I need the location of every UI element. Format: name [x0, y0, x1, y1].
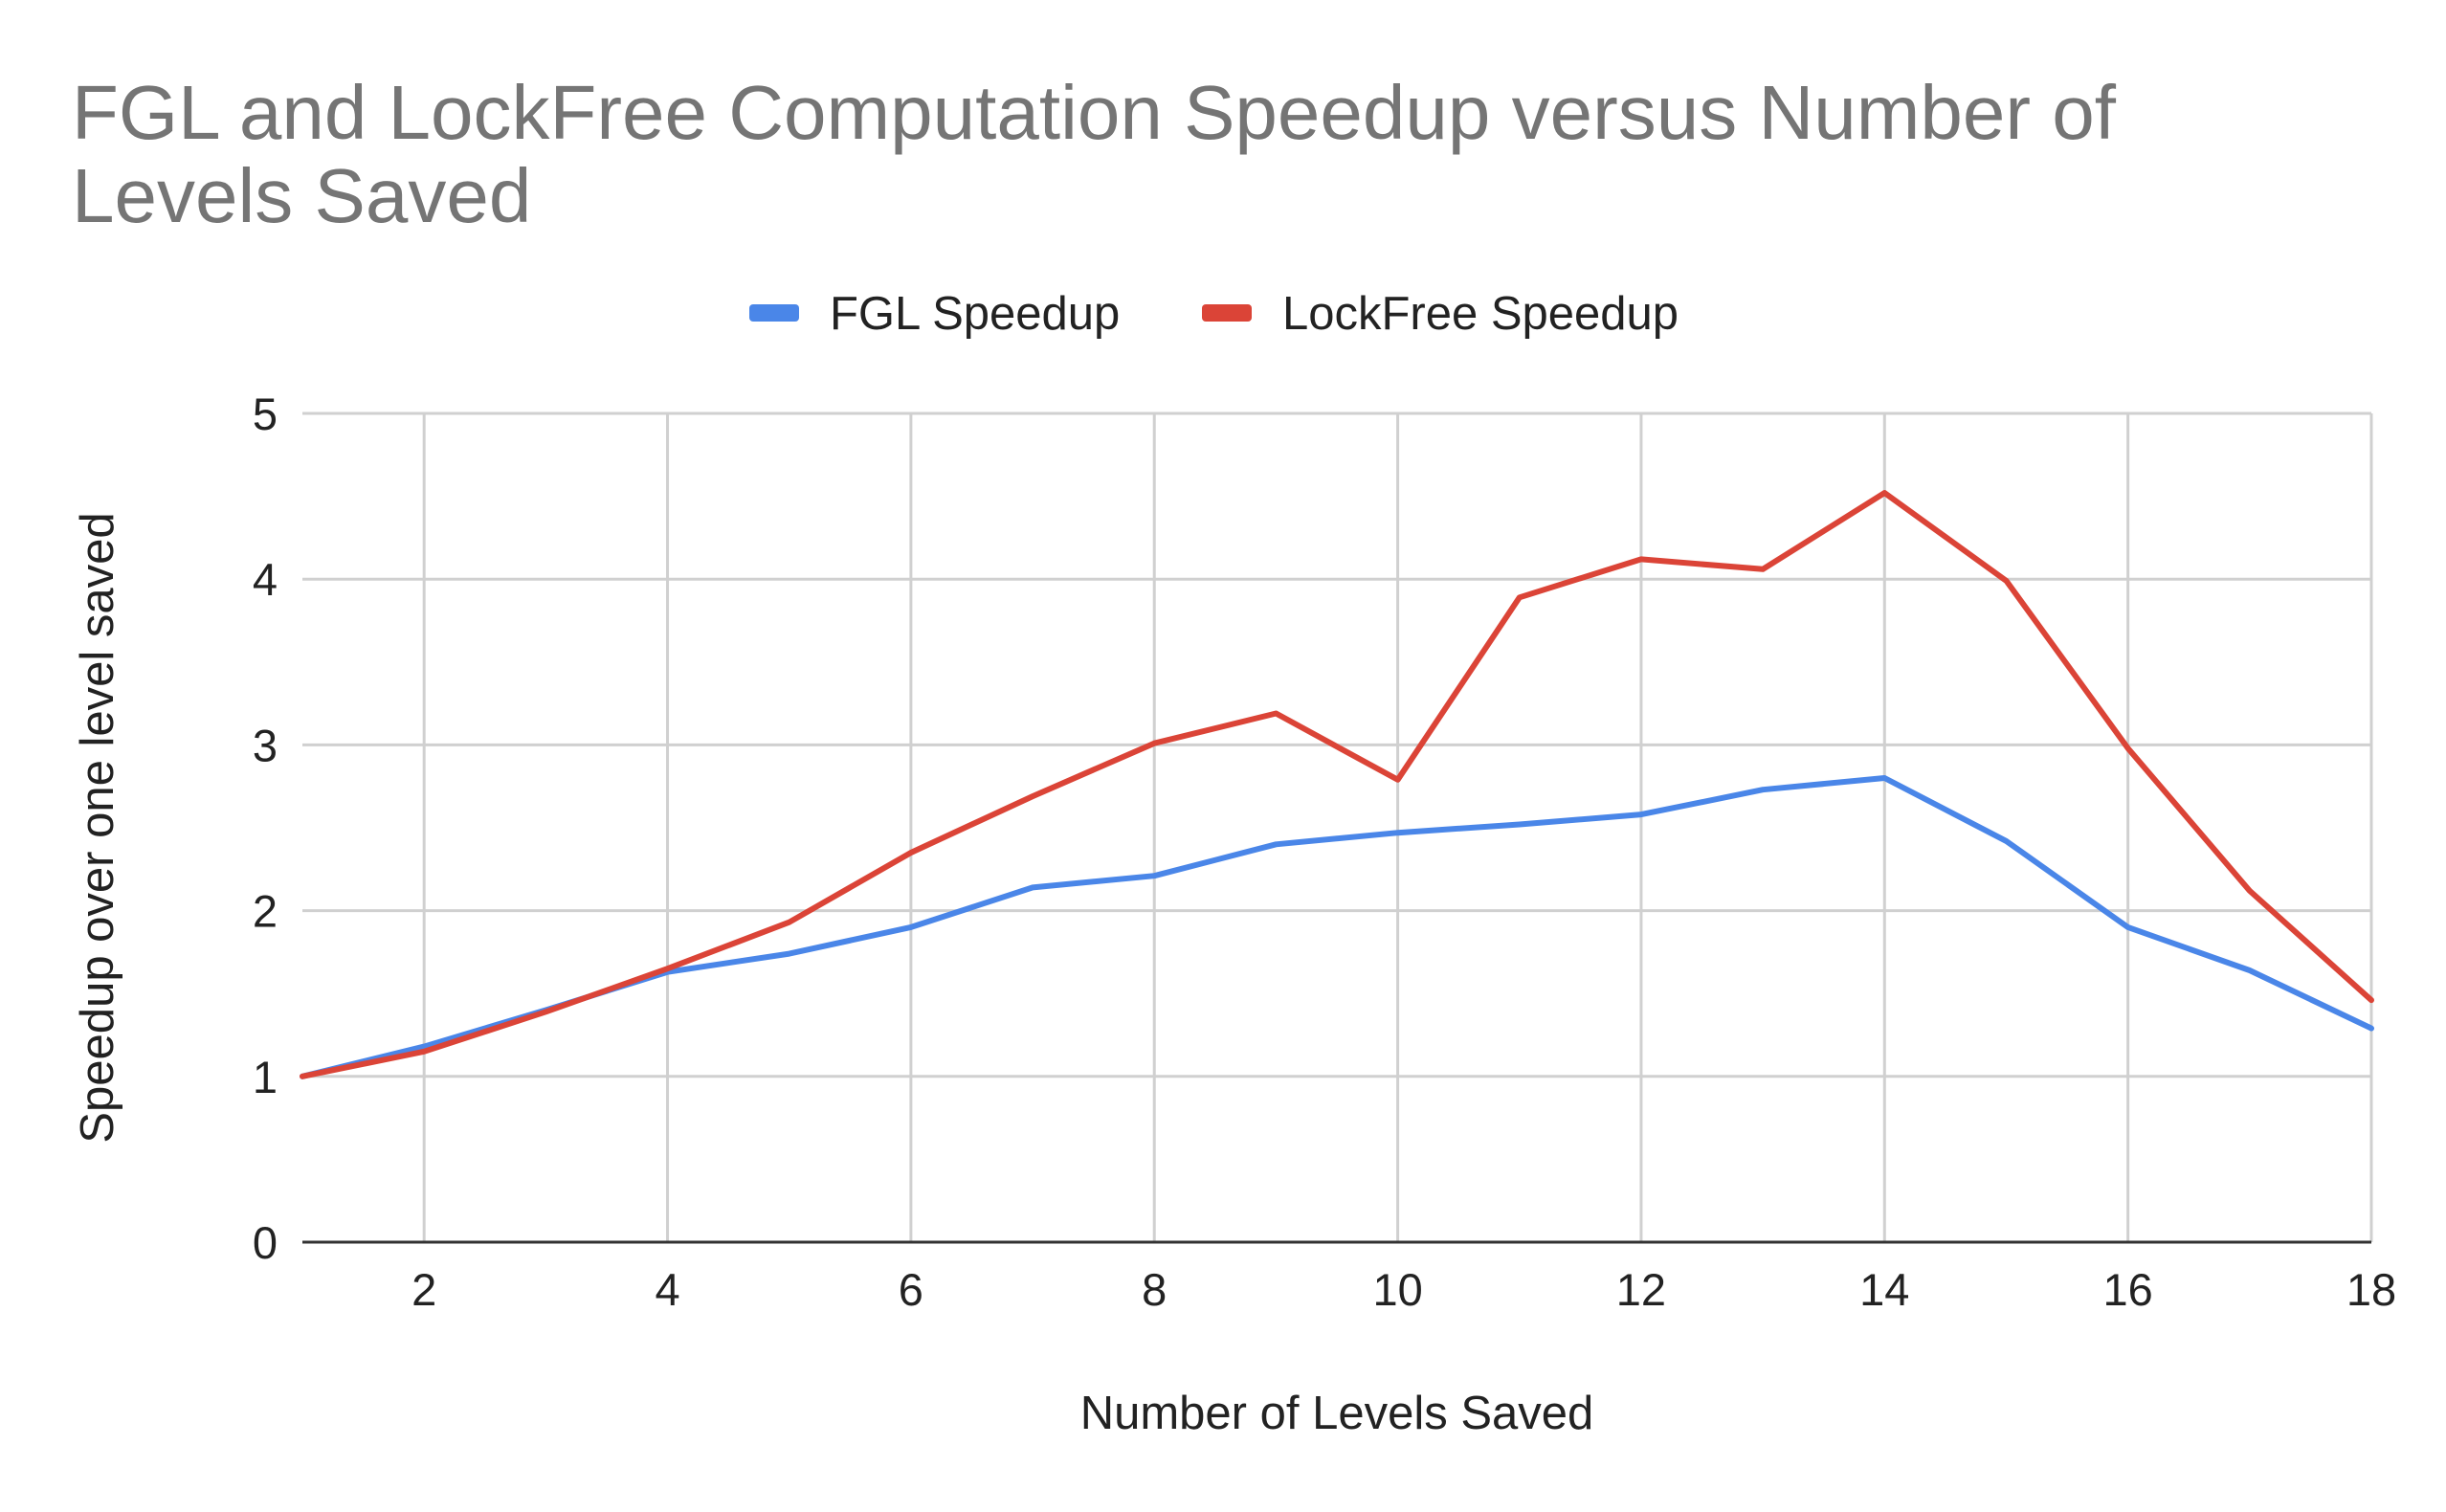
x-tick-label-14: 14	[1859, 1264, 1909, 1315]
series-line-lockfree-speedup	[300, 490, 2374, 1079]
legend-label-lockfree-speedup: LockFree Speedup	[1282, 288, 1679, 340]
y-tick-label-3: 3	[253, 720, 278, 770]
y-tick-label-1: 1	[253, 1052, 278, 1102]
y-tick-label-4: 4	[253, 554, 278, 605]
x-tick-label-8: 8	[1142, 1264, 1167, 1315]
series-line-fgl-speedup	[300, 775, 2374, 1079]
chart-title-line-1: FGL and LockFree Computation Speedup ver…	[72, 70, 2117, 155]
y-axis-ticks: 0 1 2 3 4 5	[253, 389, 278, 1268]
x-axis-ticks: 2 4 6 8 10 12 14 16 18	[411, 1264, 2396, 1315]
x-tick-label-6: 6	[899, 1264, 923, 1315]
legend-item-fgl-speedup: FGL Speedup	[749, 288, 1120, 340]
x-tick-label-2: 2	[411, 1264, 436, 1315]
y-tick-label-0: 0	[253, 1217, 278, 1268]
x-tick-label-16: 16	[2103, 1264, 2153, 1315]
chart-title-line-2: Levels Saved	[72, 153, 531, 238]
chart-title: FGL and LockFree Computation Speedup ver…	[72, 70, 2117, 238]
x-tick-label-4: 4	[655, 1264, 679, 1315]
x-tick-label-10: 10	[1372, 1264, 1422, 1315]
gridlines	[302, 411, 2373, 1242]
y-tick-label-2: 2	[253, 886, 278, 937]
series-lines	[300, 490, 2374, 1079]
legend-swatch-lockfree-speedup	[1202, 304, 1252, 322]
legend-label-fgl-speedup: FGL Speedup	[830, 288, 1120, 340]
legend-item-lockfree-speedup: LockFree Speedup	[1202, 288, 1679, 340]
y-tick-label-5: 5	[253, 389, 278, 439]
x-axis-label: Number of Levels Saved	[1080, 1388, 1594, 1439]
x-tick-label-12: 12	[1616, 1264, 1666, 1315]
legend: FGL Speedup LockFree Speedup	[749, 288, 1679, 340]
y-axis-label: Speedup over one level saved	[72, 512, 123, 1143]
legend-swatch-fgl-speedup	[749, 304, 799, 322]
x-tick-label-18: 18	[2346, 1264, 2396, 1315]
